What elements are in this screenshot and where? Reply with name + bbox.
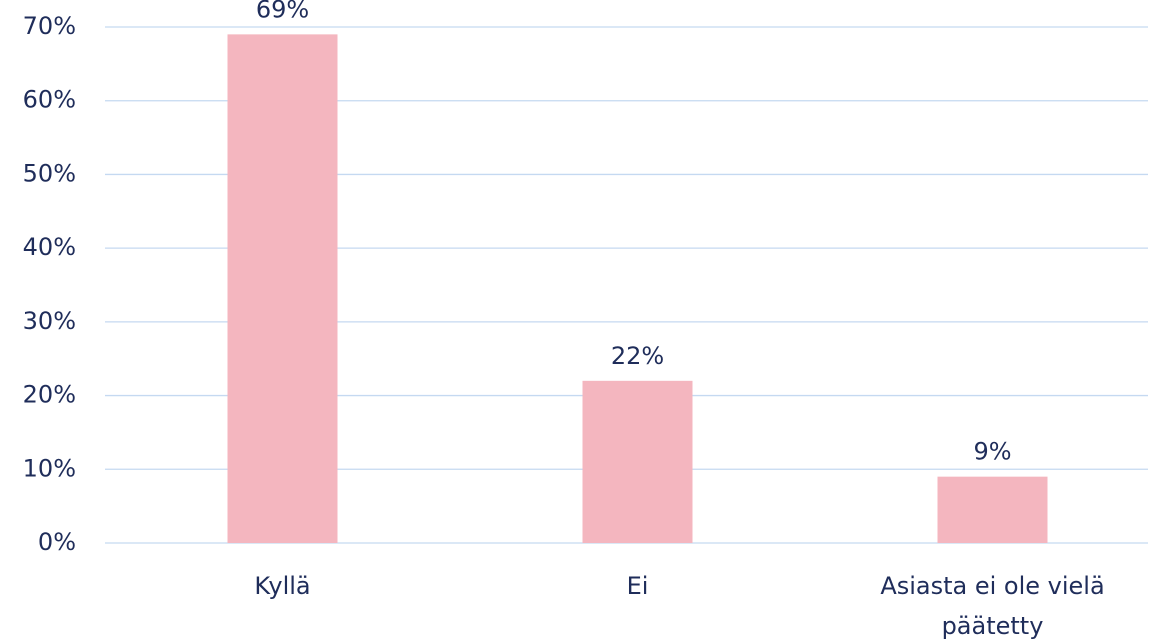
data-label: 69% [256, 0, 309, 23]
y-tick-label: 70% [23, 12, 76, 40]
data-label: 22% [611, 342, 664, 370]
y-tick-label: 50% [23, 159, 76, 187]
y-tick-label: 60% [23, 86, 76, 114]
bar [937, 476, 1048, 543]
y-tick-label: 0% [38, 528, 76, 556]
x-tick-label: Asiasta ei ole vielä päätetty [880, 572, 1105, 640]
bar [227, 34, 338, 543]
bar [582, 380, 693, 543]
y-tick-label: 30% [23, 307, 76, 335]
y-tick-label: 20% [23, 381, 76, 409]
x-tick-label: Kyllä [254, 572, 311, 600]
x-tick-label: Ei [626, 572, 649, 600]
y-tick-label: 10% [23, 454, 76, 482]
y-tick-label: 40% [23, 233, 76, 261]
data-label: 9% [973, 438, 1011, 466]
